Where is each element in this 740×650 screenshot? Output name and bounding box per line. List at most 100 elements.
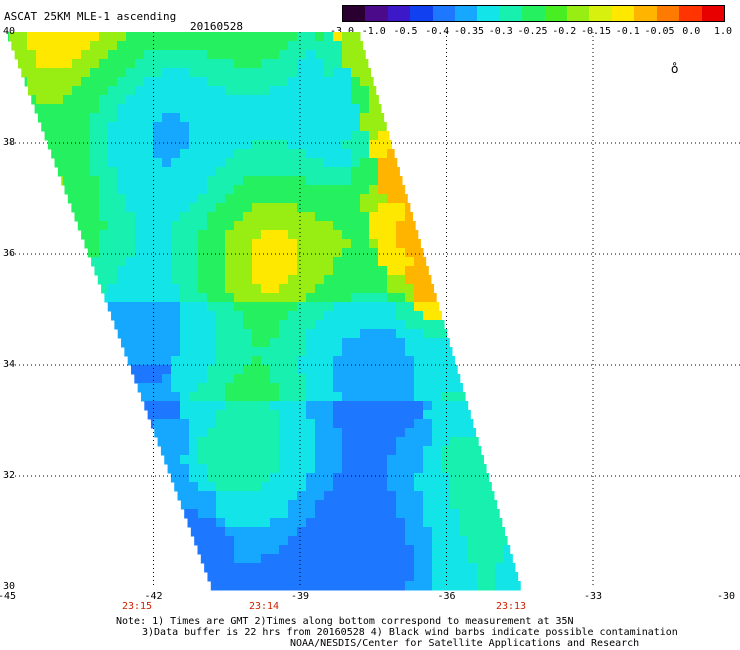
swath-pixel [297, 86, 307, 96]
swath-pixel [369, 248, 379, 258]
swath-pixel [414, 455, 424, 465]
swath-pixel [189, 338, 199, 348]
swath-pixel [117, 239, 127, 249]
swath-pixel [333, 356, 343, 366]
swath-pixel [450, 482, 460, 492]
swath-pixel [432, 563, 442, 573]
swath-pixel [297, 32, 307, 42]
swath-pixel [450, 356, 456, 366]
swath-pixel [315, 230, 325, 240]
swath-pixel [127, 356, 136, 366]
swath-pixel [450, 545, 460, 555]
swath-pixel [180, 338, 190, 348]
swath-pixel [90, 167, 100, 177]
swath-pixel [432, 383, 442, 393]
swath-pixel [450, 428, 460, 438]
swath-pixel [180, 437, 190, 447]
swath-pixel [225, 527, 235, 537]
swath-pixel [306, 473, 316, 483]
swath-pixel [441, 554, 451, 564]
swath-pixel [342, 149, 352, 159]
swath-pixel [45, 50, 55, 60]
swath-pixel [405, 518, 415, 528]
swath-pixel [171, 401, 181, 411]
swath-pixel [171, 293, 181, 303]
swath-pixel [369, 392, 379, 402]
swath-pixel [432, 581, 442, 591]
swath-pixel [333, 473, 343, 483]
swath-pixel [315, 176, 325, 186]
swath-pixel [81, 122, 91, 132]
swath-pixel [414, 518, 424, 528]
swath-pixel [432, 482, 442, 492]
swath-pixel [297, 131, 307, 141]
swath-pixel [279, 437, 289, 447]
swath-pixel [324, 365, 334, 375]
swath-pixel [243, 383, 253, 393]
swath-pixel [234, 374, 244, 384]
swath-pixel [234, 284, 244, 294]
swath-pixel [387, 158, 397, 168]
swath-pixel [117, 302, 127, 312]
swath-pixel [405, 554, 415, 564]
swath-pixel [351, 203, 361, 213]
swath-pixel [135, 293, 145, 303]
swath-pixel [387, 275, 397, 285]
swath-pixel [225, 419, 235, 429]
swath-pixel [324, 194, 334, 204]
swath-pixel [405, 266, 415, 276]
swath-pixel [270, 131, 280, 141]
swath-pixel [369, 410, 379, 420]
swath-pixel [306, 365, 316, 375]
swath-pixel [342, 185, 352, 195]
swath-pixel [351, 446, 361, 456]
swath-pixel [252, 77, 262, 87]
swath-pixel [450, 365, 458, 375]
swath-pixel [279, 581, 289, 591]
swath-pixel [279, 527, 289, 537]
swath-pixel [396, 500, 406, 510]
swath-pixel [252, 527, 262, 537]
swath-pixel [117, 284, 127, 294]
swath-pixel [204, 563, 208, 573]
swath-pixel [194, 536, 199, 546]
swath-pixel [72, 203, 82, 213]
swath-pixel [315, 428, 325, 438]
latitude-label: 34 [3, 359, 16, 370]
swath-pixel [288, 446, 298, 456]
swath-pixel [324, 239, 334, 249]
swath-pixel [63, 131, 73, 141]
swath-pixel [243, 248, 253, 258]
swath-pixel [243, 563, 253, 573]
swath-pixel [162, 293, 172, 303]
swath-pixel [279, 212, 289, 222]
swath-pixel [405, 221, 415, 231]
swath-pixel [378, 140, 388, 150]
swath-pixel [126, 284, 136, 294]
swath-pixel [432, 554, 442, 564]
swath-pixel [396, 464, 406, 474]
swath-pixel [225, 356, 235, 366]
swath-pixel [234, 32, 244, 42]
note-line-2: 3)Data buffer is 22 hrs from 20160528 4)… [142, 627, 678, 638]
swath-pixel [378, 410, 388, 420]
swath-pixel [288, 194, 298, 204]
swath-pixel [486, 527, 496, 537]
swath-pixel [342, 311, 352, 321]
swath-pixel [243, 185, 253, 195]
swath-pixel [423, 464, 433, 474]
swath-pixel [198, 275, 208, 285]
swath-pixel [180, 185, 190, 195]
colorbar-tick-label: -0.25 [517, 26, 548, 37]
swath-pixel [261, 140, 271, 150]
swath-pixel [99, 50, 109, 60]
swath-pixel [153, 410, 163, 420]
swath-pixel [153, 329, 163, 339]
swath-pixel [198, 473, 208, 483]
swath-pixel [180, 95, 190, 105]
swath-pixel [216, 329, 226, 339]
swath-pixel [207, 473, 217, 483]
swath-pixel [153, 104, 163, 114]
swath-pixel [157, 437, 163, 447]
swath-pixel [324, 572, 334, 582]
